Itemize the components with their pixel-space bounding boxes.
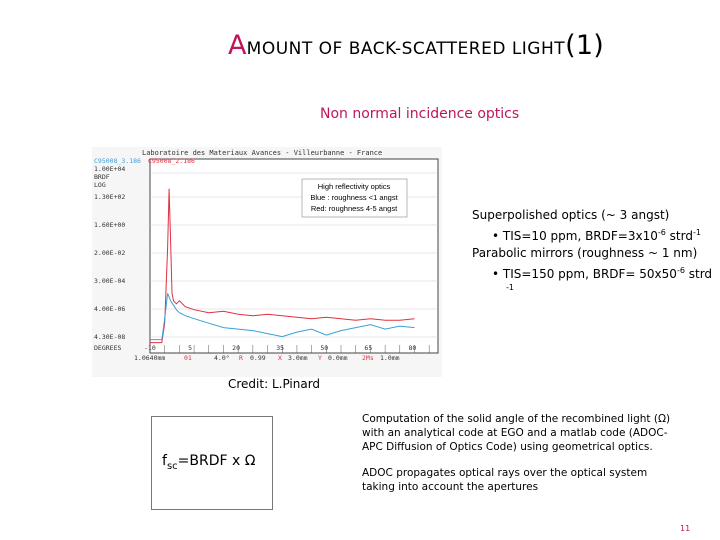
- y-tick-label: 4.00E-06: [94, 305, 125, 313]
- formula-box: [151, 416, 273, 510]
- series-line-1: [150, 293, 415, 341]
- y-tick-label: 4.30E-08: [94, 333, 125, 341]
- readout-value: 0.99: [250, 354, 266, 362]
- readout-value: 3.0mm: [288, 354, 308, 362]
- title-initial: A: [228, 30, 247, 61]
- formula-rest: =BRDF x Ω: [177, 453, 256, 469]
- title-text: MOUNT OF BACK-SCATTERED LIGHT: [246, 39, 566, 59]
- method-paragraph-1: Computation of the solid angle of the re…: [362, 413, 671, 453]
- method-description: Computation of the solid angle of the re…: [362, 412, 677, 506]
- readout-value: 01: [184, 354, 192, 362]
- summary-line-superpolished: Superpolished optics (~ 3 angst): [472, 208, 670, 222]
- summary-exp-a: -6: [657, 228, 666, 237]
- readout-value: 1.0mm: [380, 354, 400, 362]
- x-tick-label: 35: [276, 344, 284, 352]
- readout-value: Y: [318, 354, 322, 362]
- page-title: AMOUNT OF BACK-SCATTERED LIGHT(1): [228, 30, 604, 61]
- summary-exp-b: -1: [692, 228, 701, 237]
- summary-line-parabolic-values: • TIS=150 ppm, BRDF= 50x50-6 strd: [472, 262, 712, 283]
- readout-value: 2Ms: [362, 354, 374, 362]
- summary-exp-c: -6: [676, 266, 685, 275]
- summary-exp-d: -1: [506, 283, 514, 292]
- readout-value: X: [278, 354, 282, 362]
- subtitle: Non normal incidence optics: [320, 106, 520, 122]
- y-tick-label: 1.30E+02: [94, 193, 125, 201]
- x-tick-label: DEGREES: [94, 344, 121, 352]
- y-tick-label: 3.00E-04: [94, 277, 125, 285]
- plot-header: Laboratoire des Materiaux Avances - Vill…: [142, 149, 382, 157]
- readout-value: R: [239, 354, 243, 362]
- summary-value-b: • TIS=150 ppm, BRDF= 50x50: [492, 267, 677, 281]
- optics-summary: Superpolished optics (~ 3 angst) • TIS=1…: [472, 207, 712, 292]
- readout-value: 0.0mm: [328, 354, 348, 362]
- summary-line-parabolic: Parabolic mirrors (roughness ~ 1 nm): [472, 246, 698, 260]
- y-tick-label: LOG: [94, 181, 106, 189]
- y-tick-label: BRDF: [94, 173, 110, 181]
- formula: fsc=BRDF x Ω: [162, 453, 255, 472]
- summary-unit-b: strd: [684, 267, 713, 281]
- brdf-plot: Laboratoire des Materiaux Avances - Vill…: [92, 147, 442, 377]
- summary-unit-a: strd: [665, 229, 693, 243]
- summary-value-a: • TIS=10 ppm, BRDF=3x10: [492, 229, 658, 243]
- legend-box-line: Blue : roughness <1 angst: [310, 193, 398, 202]
- legend-box-line: High reflectivity optics: [318, 182, 391, 191]
- page-number: 11: [680, 524, 691, 533]
- readout-value: 4.0°: [214, 354, 230, 362]
- x-tick-label: 5: [188, 344, 192, 352]
- series-line-0: [150, 188, 415, 344]
- x-tick-label: 20: [232, 344, 240, 352]
- method-paragraph-2: ADOC propagates optical rays over the op…: [362, 467, 648, 493]
- title-suffix: (1): [565, 30, 605, 61]
- credit-text: Credit: L.Pinard: [228, 377, 321, 391]
- plot-legend-box: [301, 178, 408, 218]
- readout-value: 1.0640mm: [134, 354, 165, 362]
- y-tick-label: 2.00E-02: [94, 249, 125, 257]
- y-tick-label: 1.00E+04: [94, 165, 125, 173]
- legend-tag-0: C95008_3.186: [94, 157, 141, 165]
- legend-box-line: Red: roughness 4-5 angst: [311, 204, 398, 213]
- x-tick-label: 65: [364, 344, 372, 352]
- x-tick-label: 50: [320, 344, 328, 352]
- formula-sub: sc: [166, 460, 178, 472]
- formula-main: f: [162, 453, 167, 469]
- y-tick-label: 1.60E+00: [94, 221, 125, 229]
- summary-line-superpolished-values: • TIS=10 ppm, BRDF=3x10-6 strd-1: [472, 224, 712, 245]
- x-tick-label: 80: [408, 344, 416, 352]
- legend-tag-1: C95008_2.186: [148, 157, 195, 165]
